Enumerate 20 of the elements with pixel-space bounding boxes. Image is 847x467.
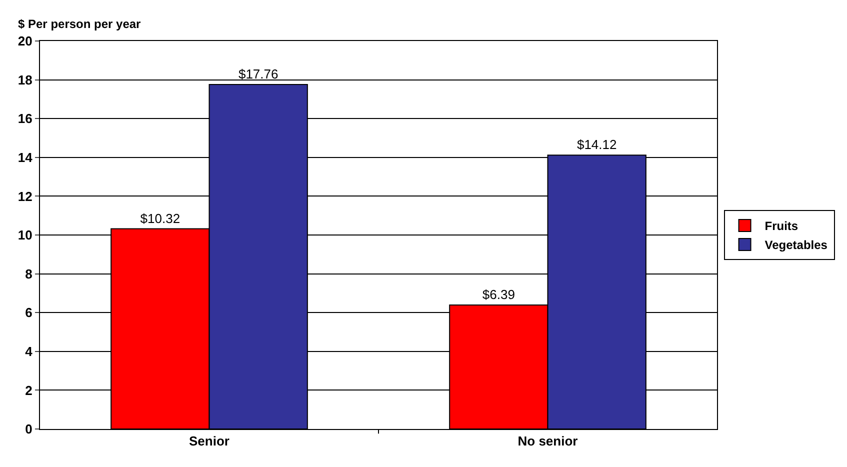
data-label: $14.12 [576, 137, 617, 152]
y-tick-label: 4 [25, 344, 34, 359]
y-tick-label: 6 [25, 305, 32, 320]
y-tick-label: 8 [25, 266, 32, 282]
y-tick-label: 2 [25, 382, 32, 398]
y-tick-label: 10 [18, 228, 32, 243]
y-axis-title: $ Per person per year [18, 17, 142, 31]
x-tick-label: Senior [189, 434, 230, 449]
y-tick-label: 14 [18, 150, 34, 165]
legend-label: Vegetables [764, 238, 828, 252]
data-label: $6.39 [482, 287, 515, 302]
x-tick-label: No senior [518, 434, 578, 449]
y-tick-label: 12 [18, 188, 32, 204]
y-tick-label: 18 [18, 72, 32, 88]
legend-label: Fruits [764, 219, 798, 234]
y-tick-label: 16 [18, 111, 32, 126]
y-tick-label: 0 [25, 422, 32, 437]
y-tick-label: 20 [18, 34, 32, 49]
data-label: $17.76 [238, 66, 278, 82]
data-label: $10.32 [140, 210, 180, 226]
